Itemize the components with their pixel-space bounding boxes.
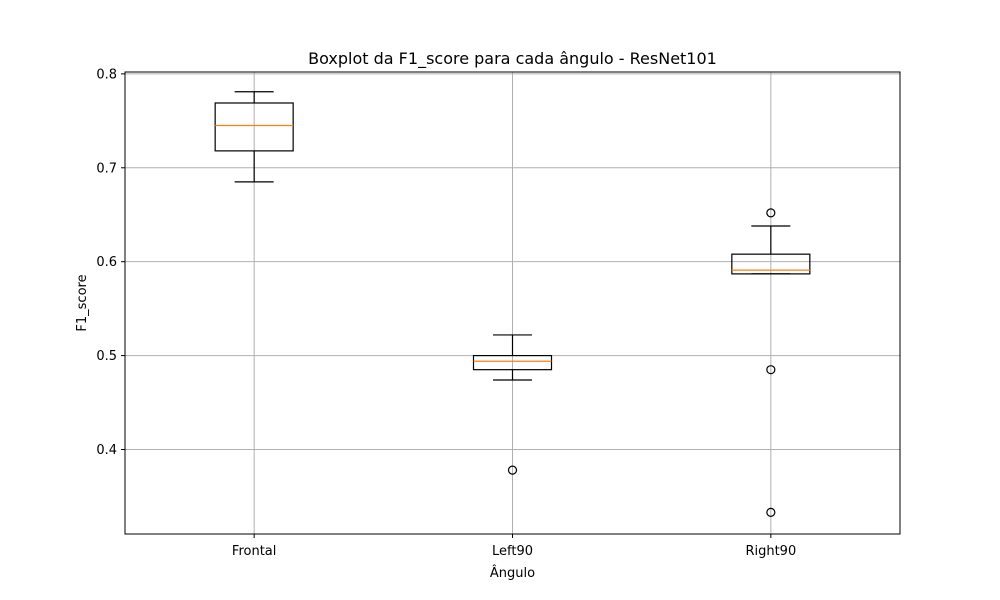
x-tick-label: Frontal	[232, 544, 276, 559]
box-group-left90	[472, 334, 553, 475]
y-tick-label: 0.8	[96, 67, 117, 82]
box-group-right90	[731, 208, 811, 518]
outlier-point	[766, 365, 776, 375]
x-tick-label: Left90	[492, 544, 533, 559]
iqr-box	[731, 253, 811, 275]
tick-layer: 0.4 0.5 0.6 0.7 0.8 Frontal Left90 Right90	[96, 67, 796, 559]
outlier-point	[766, 208, 776, 218]
y-tick-label: 0.7	[96, 161, 117, 176]
x-tick-label: Right90	[745, 544, 796, 559]
y-tick-label: 0.5	[96, 349, 117, 364]
grid-layer	[125, 72, 900, 534]
outlier-point	[766, 507, 776, 518]
y-tick-label: 0.6	[96, 255, 117, 270]
y-tick-label: 0.4	[96, 443, 117, 458]
iqr-box	[214, 102, 294, 152]
outlier-point	[507, 465, 518, 475]
y-axis-label: F1_score	[75, 274, 90, 331]
chart-title: Boxplot da F1_score para cada ângulo - R…	[308, 49, 717, 69]
box-layer	[214, 91, 811, 518]
box-group-frontal	[214, 91, 294, 183]
x-axis-label: Ângulo	[490, 565, 535, 581]
iqr-box	[472, 354, 553, 371]
